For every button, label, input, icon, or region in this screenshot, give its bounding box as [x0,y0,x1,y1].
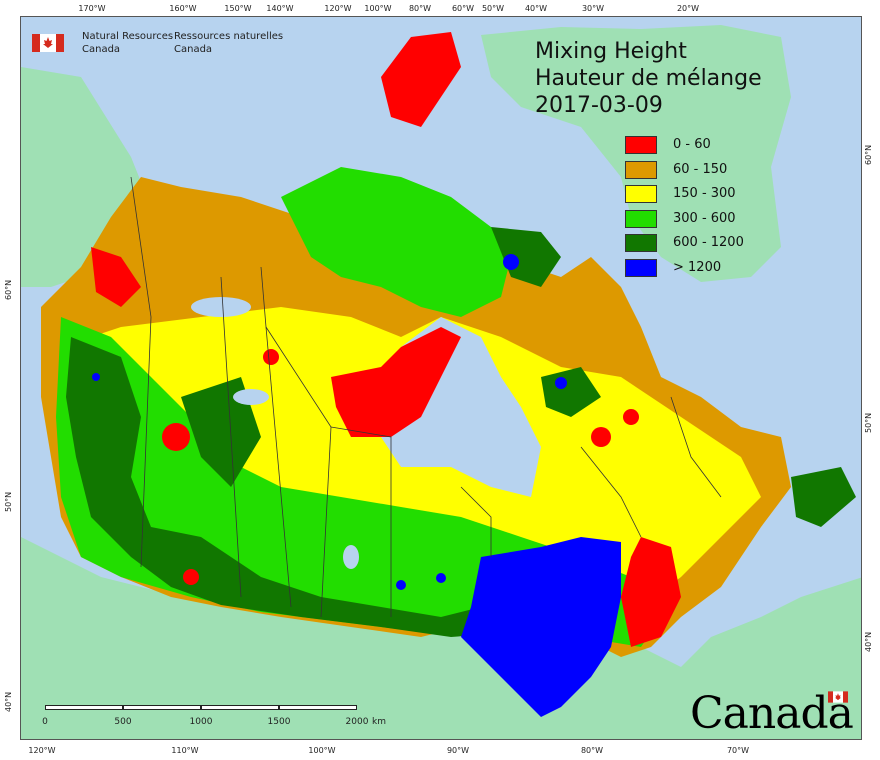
right-tick-label: 50°N [864,412,873,433]
top-tick-label: 100°W [364,4,392,13]
top-tick-label: 160°W [169,4,197,13]
zone-red-1 [331,327,461,437]
right-tick-label: 40°N [864,631,873,652]
bottom-tick-label: 100°W [308,746,336,755]
legend-label: 60 - 150 [673,161,728,177]
canada-wordmark: Canada [690,688,854,739]
top-tick-label: 20°W [676,4,700,13]
newfoundland [791,467,856,527]
arctic-green [281,167,511,317]
legend-label: 150 - 300 [673,186,736,202]
bottom-tick-label: 80°W [580,746,604,755]
map-title: Mixing Height Hauteur de mélange 2017-03… [535,38,762,119]
legend-swatch [625,234,657,253]
bottom-tick-label: 90°W [446,746,470,755]
title-date: 2017-03-09 [535,93,663,118]
bottom-tick-label: 70°W [726,746,750,755]
left-tick-label: 50°N [4,491,13,512]
scale-unit: km [372,717,386,727]
scale-segment [201,705,279,710]
scale-label: 1500 [267,717,291,727]
left-tick-label: 60°N [4,279,13,300]
legend-item: 0 - 60 [625,136,765,156]
scale-label: 1000 [189,717,213,727]
agency-name-fr: Ressources naturelles Canada [174,31,284,55]
legend-swatch [625,259,657,277]
scale-segment [45,705,123,710]
legend-label: 600 - 1200 [673,235,744,251]
legend-item: 600 - 1200 [625,234,765,254]
title-fr: Hauteur de mélange [535,66,762,91]
legend-swatch [625,185,657,204]
legend-item: 150 - 300 [625,185,765,205]
top-tick-label: 120°W [324,4,352,13]
wordmark-flag-icon [828,691,848,703]
zone-blue [461,537,621,717]
scale-segment [279,705,357,710]
top-tick-label: 170°W [78,4,106,13]
top-tick-label: 80°W [408,4,432,13]
right-tick-label: 60°N [864,144,873,165]
legend-label: 300 - 600 [673,210,736,226]
top-tick-label: 140°W [266,4,294,13]
legend-label: > 1200 [673,260,722,275]
canada-flag-icon [32,34,64,52]
top-tick-label: 60°W [451,4,475,13]
scale-segment [123,705,201,710]
legend-swatch [625,136,657,154]
legend-swatch [625,209,657,228]
top-tick-label: 150°W [224,4,252,13]
zone-dark-green-2 [181,377,261,487]
top-tick-label: 40°W [524,4,548,13]
zone-red-2 [621,537,681,647]
legend-item: > 1200 [625,259,765,279]
scale-label: 2000 [345,717,369,727]
usa [21,537,861,739]
agency-name-en: Natural Resources Canada [82,31,174,55]
legend-swatch [625,160,657,179]
left-tick-label: 40°N [4,691,13,712]
bottom-tick-label: 110°W [171,746,199,755]
zone-dark-green [66,337,581,637]
legend-label: 0 - 60 [673,137,711,152]
arctic-dark [491,227,561,287]
legend-item: 300 - 600 [625,209,765,230]
top-tick-label: 30°W [581,4,605,13]
wordmark-text: Canada [690,688,854,739]
legend-item: 60 - 150 [625,160,765,181]
scale-label: 500 [114,717,132,727]
title-en: Mixing Height [535,39,687,64]
scale-label: 0 [42,717,48,727]
map-canvas [21,25,861,739]
bottom-tick-label: 120°W [28,746,56,755]
map-panel [20,16,862,740]
zone-red-4 [91,247,141,307]
zone-red-3 [381,32,461,127]
scale-bar: 0 500 1000 1500 2000 km [42,705,386,735]
top-tick-label: 50°W [481,4,505,13]
